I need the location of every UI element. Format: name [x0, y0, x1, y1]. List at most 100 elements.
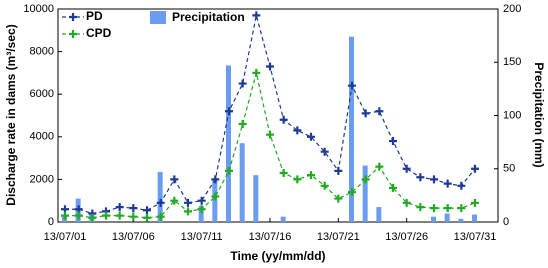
line — [65, 15, 476, 215]
marker — [197, 196, 206, 205]
marker — [389, 183, 397, 192]
bar — [349, 36, 354, 222]
x-tick-label: 13/07/01 — [44, 231, 87, 243]
marker — [375, 107, 384, 116]
y-tick-label: 4000 — [30, 131, 54, 143]
marker — [334, 166, 343, 175]
marker — [225, 107, 233, 116]
marker — [430, 175, 438, 184]
marker — [348, 188, 356, 197]
marker — [129, 204, 138, 213]
marker — [170, 175, 179, 184]
marker — [389, 137, 397, 146]
marker — [211, 175, 220, 184]
marker — [457, 181, 466, 190]
bar — [431, 216, 436, 222]
marker — [293, 126, 302, 135]
marker — [279, 169, 288, 178]
marker — [129, 212, 138, 221]
marker — [225, 166, 233, 175]
y2-tick-label: 0 — [503, 216, 509, 228]
legend-marker — [69, 13, 77, 21]
marker — [74, 211, 83, 220]
marker — [443, 179, 452, 188]
legend-label: CPD — [86, 26, 112, 40]
marker — [416, 173, 425, 182]
y-tick-label: 10000 — [23, 3, 54, 15]
marker — [307, 132, 315, 141]
marker — [471, 164, 479, 173]
marker — [402, 164, 411, 173]
marker — [266, 62, 274, 71]
marker — [252, 68, 261, 77]
marker — [266, 130, 274, 139]
bar — [362, 165, 368, 222]
marker — [361, 109, 370, 118]
legend-swatch — [150, 11, 166, 24]
bar — [198, 206, 204, 222]
marker — [88, 213, 97, 222]
marker — [170, 196, 179, 205]
marker — [375, 162, 384, 171]
marker — [361, 175, 370, 184]
marker — [307, 171, 315, 180]
marker — [279, 115, 288, 124]
x-tick-label: 13/07/11 — [181, 231, 223, 243]
marker — [156, 212, 165, 221]
marker — [443, 204, 452, 213]
marker — [430, 204, 438, 213]
y2-tick-label: 150 — [503, 56, 521, 68]
plot-frame — [57, 8, 499, 223]
x-tick-label: 13/07/31 — [454, 231, 497, 243]
y2-tick-label: 100 — [503, 109, 521, 121]
y-axis-title: Discharge rate in dams (m³/sec) — [4, 24, 18, 205]
bar — [157, 171, 163, 222]
bar — [253, 175, 259, 222]
y-tick-label: 6000 — [30, 88, 54, 100]
marker — [143, 206, 151, 215]
legend-marker — [69, 30, 77, 38]
marker — [143, 213, 151, 222]
bar — [376, 207, 382, 222]
marker — [348, 81, 356, 90]
y-tick-label: 2000 — [30, 173, 54, 185]
marker — [184, 198, 192, 207]
marker — [102, 211, 110, 220]
marker — [61, 211, 69, 220]
y-tick-label: 0 — [48, 216, 54, 228]
marker — [334, 194, 343, 203]
x-tick-label: 13/07/06 — [112, 231, 155, 243]
x-axis-title: Time (yy/mm/dd) — [230, 249, 325, 263]
y2-tick-label: 50 — [503, 163, 515, 175]
marker — [115, 203, 124, 212]
x-tick-label: 13/07/21 — [317, 231, 360, 243]
marker — [238, 120, 247, 129]
marker — [293, 175, 302, 184]
bar — [444, 213, 450, 222]
marker — [211, 192, 220, 201]
bar — [239, 143, 245, 222]
marker — [184, 207, 192, 216]
marker — [252, 11, 261, 20]
line — [65, 72, 476, 219]
marker — [402, 198, 411, 207]
marker — [457, 204, 466, 213]
marker — [320, 181, 329, 190]
bar — [458, 218, 464, 222]
y-tick-label: 8000 — [30, 46, 54, 58]
x-tick-label: 13/07/26 — [385, 231, 428, 243]
bar — [280, 216, 286, 222]
marker — [416, 203, 425, 212]
bar — [472, 214, 477, 222]
marker — [320, 147, 329, 156]
marker — [156, 198, 165, 207]
marker — [471, 198, 479, 207]
y2-axis-title: Precipitation (mm) — [532, 62, 546, 167]
marker — [115, 211, 124, 220]
legend-label: PD — [86, 9, 103, 23]
bar — [226, 65, 231, 222]
y2-tick-label: 200 — [503, 3, 521, 15]
marker — [238, 79, 247, 88]
